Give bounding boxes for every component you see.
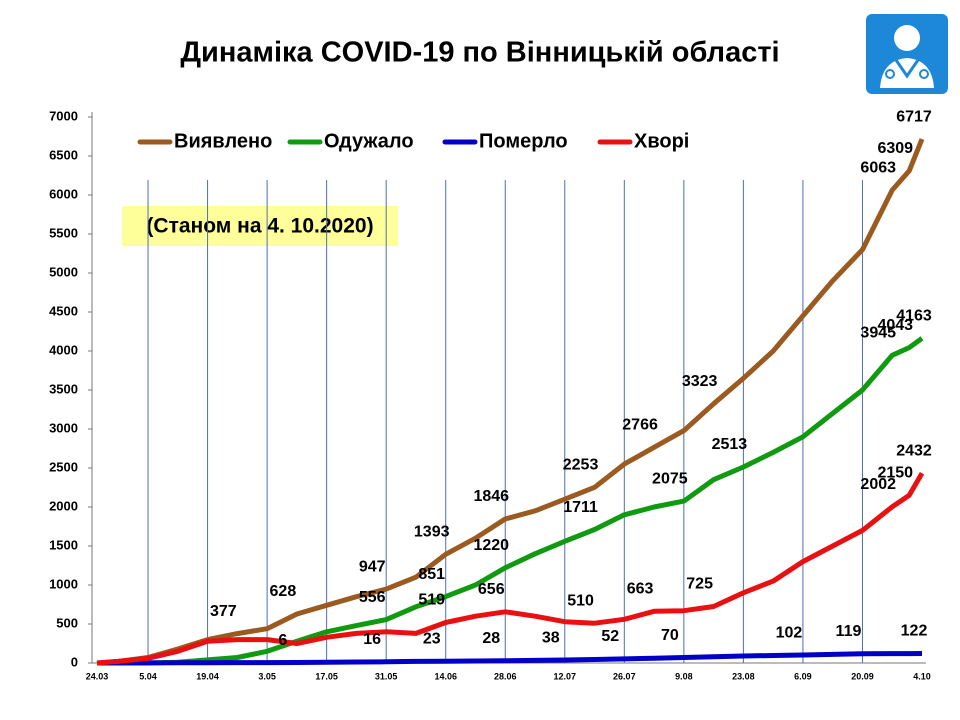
value-label: 2253 (563, 456, 599, 473)
value-label: 119 (836, 623, 862, 640)
y-tick-label: 2000 (49, 498, 78, 513)
series-line (96, 138, 925, 666)
doctor-icon (866, 14, 948, 94)
y-tick-label: 1500 (49, 537, 78, 552)
value-label: 2002 (860, 476, 896, 493)
subtitle-box (122, 206, 398, 246)
value-label: 70 (661, 627, 679, 644)
value-label: 6 (278, 632, 287, 649)
value-label: 1711 (563, 499, 598, 516)
x-tick-label: 4.10 (913, 671, 931, 681)
value-label: 122 (901, 623, 928, 640)
y-tick-label: 3000 (49, 420, 78, 435)
x-tick-label: 9.08 (675, 671, 693, 681)
y-tick-label: 6500 (49, 147, 78, 162)
value-label: 1220 (473, 537, 509, 554)
y-tick-label: 2500 (49, 459, 78, 474)
value-label: 663 (627, 581, 654, 598)
x-tick-label: 24.03 (86, 671, 109, 681)
y-tick-label: 5000 (49, 264, 78, 279)
x-tick-label: 17.05 (315, 671, 338, 681)
x-tick-label: 5.04 (139, 671, 157, 681)
value-label: 725 (686, 576, 713, 593)
value-label: 2513 (712, 436, 748, 453)
subtitle: (Станом на 4. 10.2020) (146, 215, 373, 238)
y-tick-label: 0 (71, 654, 78, 669)
value-label: 4163 (896, 308, 932, 325)
x-tick-label: 26.07 (613, 671, 636, 681)
value-label: 38 (542, 629, 560, 646)
legend-label: Померло (479, 130, 568, 152)
value-label: 6309 (877, 140, 913, 157)
value-label: 4043 (877, 317, 913, 334)
series-line (97, 651, 923, 666)
value-label: 556 (359, 589, 386, 606)
x-tick-label: 28.06 (494, 671, 517, 681)
x-tick-label: 31.05 (375, 671, 398, 681)
x-tick-label: 12.07 (554, 671, 577, 681)
y-tick-label: 3500 (49, 381, 78, 396)
y-tick-label: 4500 (49, 303, 78, 318)
value-label: 52 (601, 628, 619, 645)
y-tick-label: 5500 (49, 225, 78, 240)
value-label: 3945 (860, 325, 896, 342)
value-label: 2075 (652, 470, 688, 487)
series-line (97, 336, 924, 666)
value-label: 519 (418, 592, 445, 609)
chart-title: Динаміка COVID-19 по Вінницькій області (180, 37, 779, 69)
value-label: 947 (359, 558, 386, 575)
value-label: 851 (418, 566, 445, 583)
value-label: 28 (482, 630, 500, 647)
value-label: 23 (423, 630, 441, 647)
value-label: 16 (363, 631, 381, 648)
y-tick-label: 500 (56, 615, 78, 630)
value-label: 377 (210, 603, 237, 620)
value-label: 2766 (622, 416, 658, 433)
x-tick-label: 6.09 (794, 671, 812, 681)
x-tick-label: 23.08 (732, 671, 755, 681)
y-tick-label: 4000 (49, 342, 78, 357)
value-label: 628 (270, 583, 297, 600)
series-line (96, 472, 925, 666)
value-label: 656 (478, 581, 505, 598)
value-label: 1393 (414, 524, 450, 541)
value-label: 2432 (896, 443, 932, 460)
value-label: 2150 (877, 465, 913, 482)
x-tick-label: 20.09 (851, 671, 874, 681)
value-label: 6717 (896, 108, 932, 125)
y-tick-label: 7000 (49, 108, 78, 123)
x-tick-label: 14.06 (434, 671, 457, 681)
legend-label: Одужало (324, 130, 414, 152)
legend-label: Хворі (634, 130, 689, 152)
value-label: 6063 (860, 159, 896, 176)
x-tick-label: 19.04 (196, 671, 219, 681)
x-tick-label: 3.05 (258, 671, 276, 681)
legend-label: Виявлено (174, 130, 272, 152)
value-label: 1846 (473, 488, 509, 505)
value-label: 3323 (682, 373, 718, 390)
value-label: 102 (776, 624, 803, 641)
y-tick-label: 6000 (49, 186, 78, 201)
value-label: 510 (567, 592, 594, 609)
y-tick-label: 1000 (49, 576, 78, 591)
